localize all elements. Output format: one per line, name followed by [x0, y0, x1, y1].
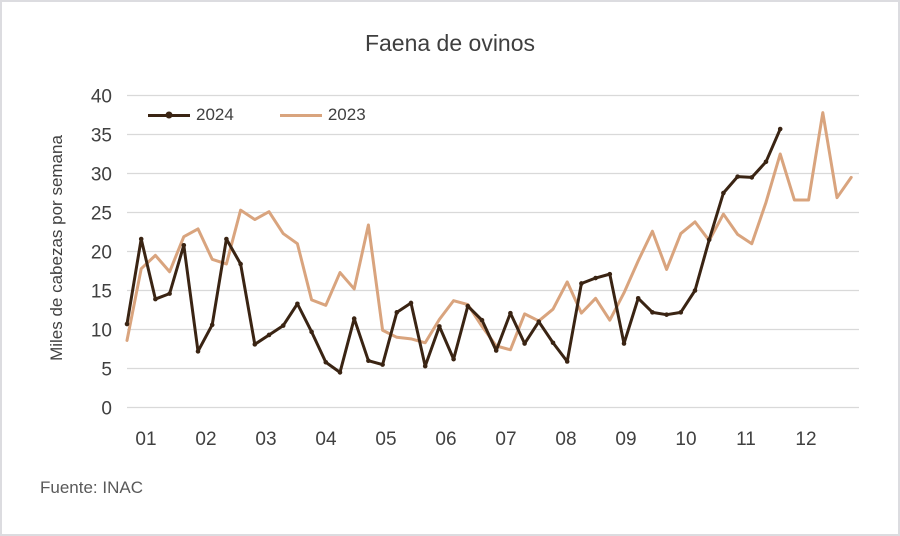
- x-tick-label-01: 01: [135, 429, 156, 450]
- gridlines: [127, 94, 859, 409]
- marker-2024-w21: [408, 300, 414, 306]
- marker-2024-w35: [607, 271, 613, 277]
- marker-2024-w12: [280, 323, 286, 328]
- marker-2024-w3: [153, 296, 158, 302]
- marker-2024-w2: [138, 236, 144, 242]
- marker-2024-w34: [593, 275, 598, 281]
- x-tick-label-11: 11: [736, 429, 756, 450]
- marker-2024-w38: [650, 310, 655, 315]
- marker-2024-w32: [564, 359, 570, 364]
- y-tick-label-0: 0: [101, 399, 112, 420]
- marker-2024-w30: [536, 319, 542, 325]
- series-markers-2024: [124, 126, 783, 375]
- marker-2024-w28: [508, 310, 513, 316]
- marker-2024-w10: [252, 342, 258, 347]
- series-line-2024: [125, 127, 782, 374]
- marker-2024-w39: [664, 312, 669, 317]
- marker-2024-w46: [763, 159, 769, 165]
- x-tick-label-03: 03: [255, 429, 276, 450]
- x-tick-label-02: 02: [195, 429, 216, 450]
- marker-2024-w45: [749, 175, 755, 180]
- marker-2024-w19: [380, 362, 385, 367]
- legend-item-2024: 2024: [148, 105, 234, 125]
- marker-2024-w37: [635, 296, 641, 301]
- marker-2024-w5: [181, 242, 187, 248]
- y-tick-label-10: 10: [91, 321, 112, 342]
- x-tick-label-10: 10: [675, 429, 696, 450]
- x-tick-labels: 01 02 03 04 05 06 07 08 09 10 11 12: [135, 429, 816, 450]
- x-tick-label-07: 07: [495, 429, 516, 450]
- y-tick-label-35: 35: [91, 126, 112, 147]
- marker-2024-w29: [522, 341, 527, 346]
- marker-2024-w25: [465, 303, 471, 309]
- marker-2024-w33: [579, 281, 584, 286]
- x-tick-label-08: 08: [555, 429, 576, 450]
- marker-2024-w31: [550, 340, 556, 346]
- marker-2024-w24: [451, 356, 456, 362]
- y-tick-label-40: 40: [91, 87, 112, 108]
- y-tick-label-20: 20: [91, 243, 112, 264]
- marker-2024-w43: [721, 190, 726, 196]
- marker-2024-w41: [692, 288, 698, 293]
- y-tick-labels: 0 5 10 15 20 25 30 35 40: [91, 87, 112, 420]
- marker-2024-w13: [295, 301, 300, 307]
- x-tick-label-12: 12: [795, 429, 816, 450]
- marker-2024-w8: [224, 236, 229, 242]
- marker-2024-w42: [706, 237, 712, 243]
- marker-2024-w14: [309, 329, 314, 335]
- x-tick-label-06: 06: [435, 429, 456, 450]
- marker-2024-w11: [266, 332, 272, 338]
- legend-item-2023: 2023: [279, 105, 366, 125]
- marker-2024-w44: [735, 174, 740, 179]
- source-note: Fuente: INAC: [40, 478, 143, 497]
- x-tick-label-04: 04: [315, 429, 337, 450]
- marker-2024-w23: [437, 324, 442, 329]
- legend-line-2023-icon: [279, 113, 322, 117]
- x-tick-label-05: 05: [375, 429, 396, 450]
- legend-marker-dot-icon: [165, 111, 173, 119]
- legend: 2024 2023: [148, 105, 366, 125]
- y-tick-label-25: 25: [91, 204, 112, 225]
- y-tick-label-15: 15: [91, 282, 112, 303]
- legend-label-2023: 2023: [327, 105, 366, 124]
- marker-2024-w17: [351, 316, 357, 321]
- chart-title: Faena de ovinos: [364, 30, 536, 56]
- marker-2024-w16: [337, 370, 343, 375]
- marker-2024-w22: [422, 363, 428, 369]
- legend-line-2024-icon: [148, 111, 190, 119]
- y-tick-label-30: 30: [91, 165, 112, 186]
- marker-2024-w40: [678, 310, 684, 315]
- marker-2024-w20: [394, 310, 400, 315]
- y-tick-label-5: 5: [101, 360, 112, 381]
- marker-2024-w36: [621, 341, 627, 346]
- marker-2024-w9: [238, 261, 243, 267]
- marker-2024-w26: [479, 317, 485, 323]
- marker-2024-w27: [493, 348, 499, 353]
- marker-2024-w1: [124, 321, 130, 327]
- series-line-2023: [125, 111, 853, 352]
- marker-2024-w18: [366, 358, 371, 364]
- x-tick-label-09: 09: [615, 429, 636, 450]
- marker-2024-w6: [195, 349, 201, 354]
- legend-label-2024: 2024: [196, 105, 234, 124]
- marker-2024-w15: [323, 359, 329, 365]
- marker-2024-w47: [777, 126, 783, 132]
- marker-2024-w7: [209, 322, 215, 328]
- marker-2024-w4: [167, 291, 172, 296]
